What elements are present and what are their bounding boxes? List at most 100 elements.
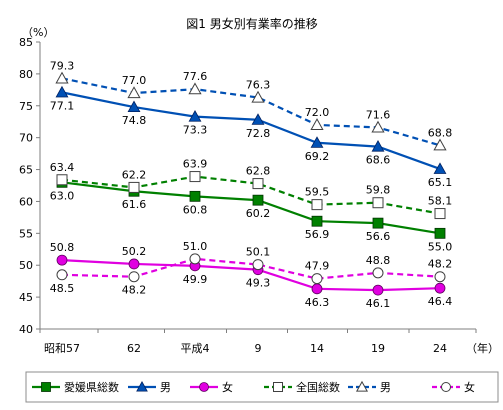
legend-item: 全国総数 <box>264 380 340 394</box>
data-label: 51.0 <box>183 240 208 253</box>
data-label: 63.4 <box>50 161 75 174</box>
data-point <box>434 271 446 283</box>
data-label: 68.6 <box>366 154 391 167</box>
data-label: 60.2 <box>246 207 271 220</box>
data-point <box>188 110 202 122</box>
data-label: 55.0 <box>428 240 453 253</box>
data-label: 49.9 <box>183 273 208 286</box>
series-3: 63.4 62.2 63.9 62.8 59.5 59.8 58.1 <box>50 158 453 220</box>
data-point <box>310 136 324 148</box>
x-axis-unit-label: （年） <box>466 341 499 355</box>
legend-marker <box>441 382 451 392</box>
data-point <box>433 138 447 151</box>
legend-box <box>25 371 499 403</box>
data-point <box>56 254 68 266</box>
data-point <box>128 271 140 283</box>
x-tick-label: 14 <box>310 342 324 355</box>
legend-label: 男 <box>160 381 171 394</box>
legend-label: 女 <box>464 380 475 394</box>
data-label: 48.8 <box>366 254 391 267</box>
series-1: 77.1 74.8 73.3 72.8 69.2 68.6 65.1 <box>50 85 453 189</box>
data-label: 63.0 <box>50 189 75 202</box>
y-tick-label: 60 <box>19 195 33 208</box>
data-label: 50.2 <box>122 245 147 258</box>
legend-label: 全国総数 <box>296 380 340 394</box>
data-point <box>371 140 385 152</box>
legend: 愛媛県総数 男 女 全国総数 男 女 <box>25 371 499 403</box>
x-tick-label: 19 <box>371 342 385 355</box>
data-label: 65.1 <box>428 176 453 189</box>
data-label: 79.3 <box>50 59 75 72</box>
chart-title: 図1 男女別有業率の推移 <box>186 16 317 31</box>
legend-label: 女 <box>222 380 233 394</box>
data-label: 61.6 <box>122 198 147 211</box>
data-label: 48.2 <box>428 258 453 271</box>
data-label: 63.9 <box>183 158 208 171</box>
data-point <box>311 273 323 285</box>
y-tick-label: 50 <box>19 259 33 272</box>
data-label: 50.1 <box>246 246 271 259</box>
data-point <box>252 194 264 206</box>
data-point <box>189 190 201 202</box>
data-point <box>434 208 446 220</box>
data-point <box>434 227 446 239</box>
axes: 40 45 50 55 60 65 70 75 80 85 昭和57 62 平成4 9 14 19 24 <box>19 36 477 355</box>
legend-marker <box>273 382 283 392</box>
data-point <box>127 100 141 113</box>
data-point <box>56 269 68 281</box>
y-tick-label: 65 <box>19 164 33 177</box>
legend-marker <box>199 382 209 392</box>
data-point <box>434 282 446 294</box>
y-axis-unit-label: （%） <box>22 26 54 39</box>
data-point <box>311 283 323 295</box>
data-point <box>371 120 385 133</box>
data-label: 59.8 <box>366 184 391 197</box>
data-label: 77.0 <box>122 74 147 87</box>
data-label: 47.9 <box>305 260 330 273</box>
data-point <box>189 171 201 183</box>
data-label: 72.8 <box>246 127 271 140</box>
data-label: 48.5 <box>50 282 75 295</box>
data-point <box>311 215 323 227</box>
data-point <box>55 85 69 98</box>
data-point <box>252 259 264 271</box>
data-label: 74.8 <box>122 114 147 127</box>
data-label: 49.3 <box>246 277 271 290</box>
y-tick-label: 40 <box>19 323 33 336</box>
series-layer: 63.0 61.6 60.8 60.2 56.9 56.6 55.0 77.1 74.8 73.3… <box>50 59 453 310</box>
data-point <box>188 82 202 95</box>
data-label: 59.5 <box>305 186 330 199</box>
y-tick-label: 55 <box>19 227 33 240</box>
data-point <box>55 71 69 84</box>
data-label: 68.8 <box>428 126 453 139</box>
y-tick-label: 45 <box>19 291 33 304</box>
y-tick-label: 85 <box>19 36 33 49</box>
y-tick-label: 70 <box>19 132 33 145</box>
data-point <box>251 90 265 103</box>
legend-item: 男 <box>128 381 171 394</box>
data-label: 58.1 <box>428 195 453 208</box>
data-point <box>372 284 384 296</box>
data-label: 72.0 <box>305 106 330 119</box>
legend-marker <box>355 380 369 392</box>
data-point <box>251 113 265 125</box>
legend-item: 男 <box>348 380 391 394</box>
data-label: 48.2 <box>122 284 147 297</box>
data-label: 56.9 <box>305 228 330 241</box>
legend-item: 愛媛県総数 <box>32 380 119 394</box>
x-tick-label: 平成4 <box>181 342 210 355</box>
data-label: 73.3 <box>183 124 208 137</box>
data-point <box>372 267 384 279</box>
series-0: 63.0 61.6 60.8 60.2 56.9 56.6 55.0 <box>50 176 453 253</box>
legend-item: 女 <box>432 380 475 394</box>
data-point <box>127 86 141 99</box>
data-point <box>128 258 140 270</box>
data-label: 46.3 <box>305 296 330 309</box>
data-label: 56.6 <box>366 230 391 243</box>
data-point <box>433 162 447 174</box>
x-tick-label: 62 <box>127 342 141 355</box>
legend-item: 女 <box>190 380 233 394</box>
data-label: 62.2 <box>122 168 147 181</box>
data-point <box>252 178 264 190</box>
